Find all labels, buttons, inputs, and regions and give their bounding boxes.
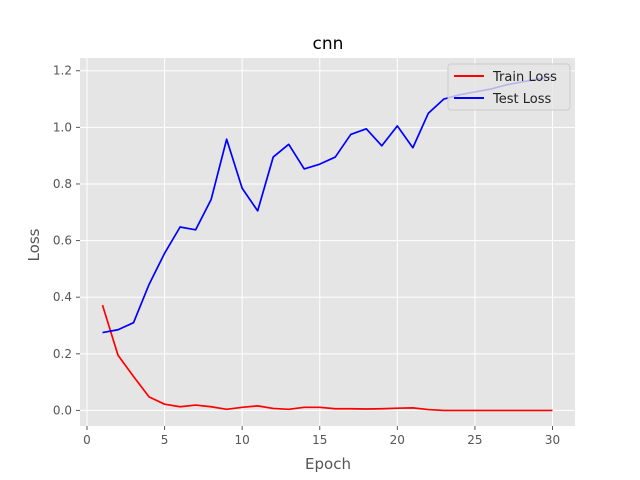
- legend-label-train-loss: Train Loss: [492, 70, 557, 85]
- x-tick-label: 15: [312, 433, 327, 447]
- x-tick-label: 5: [161, 433, 169, 447]
- legend-label-test-loss: Test Loss: [492, 92, 551, 107]
- y-tick-label: 0.8: [53, 177, 72, 191]
- plot-area: [80, 58, 575, 426]
- y-tick-label: 1.2: [53, 64, 72, 78]
- y-tick-label: 0.0: [53, 403, 72, 417]
- x-tick-label: 20: [390, 433, 405, 447]
- series-line-train-loss: [101, 304, 553, 412]
- y-tick-label: 1.0: [53, 120, 72, 134]
- y-tick-label: 0.4: [53, 290, 72, 304]
- legend: Train Loss Test Loss: [447, 63, 571, 111]
- x-tick-label: 30: [545, 433, 560, 447]
- y-tick-label: 0.2: [53, 347, 72, 361]
- axis-ticks: 0 5 10 15 20 25 30 0.0 0.2 0.4 0.6 0.8 1.0 1.2: [53, 64, 560, 447]
- x-tick-label: 0: [83, 433, 91, 447]
- y-tick-label: 0.6: [53, 234, 72, 248]
- chart-title: cnn: [313, 34, 344, 54]
- x-tick-label: 10: [235, 433, 250, 447]
- y-axis-label: Loss: [25, 228, 43, 261]
- x-axis-label: Epoch: [305, 455, 351, 473]
- x-tick-label: 25: [467, 433, 482, 447]
